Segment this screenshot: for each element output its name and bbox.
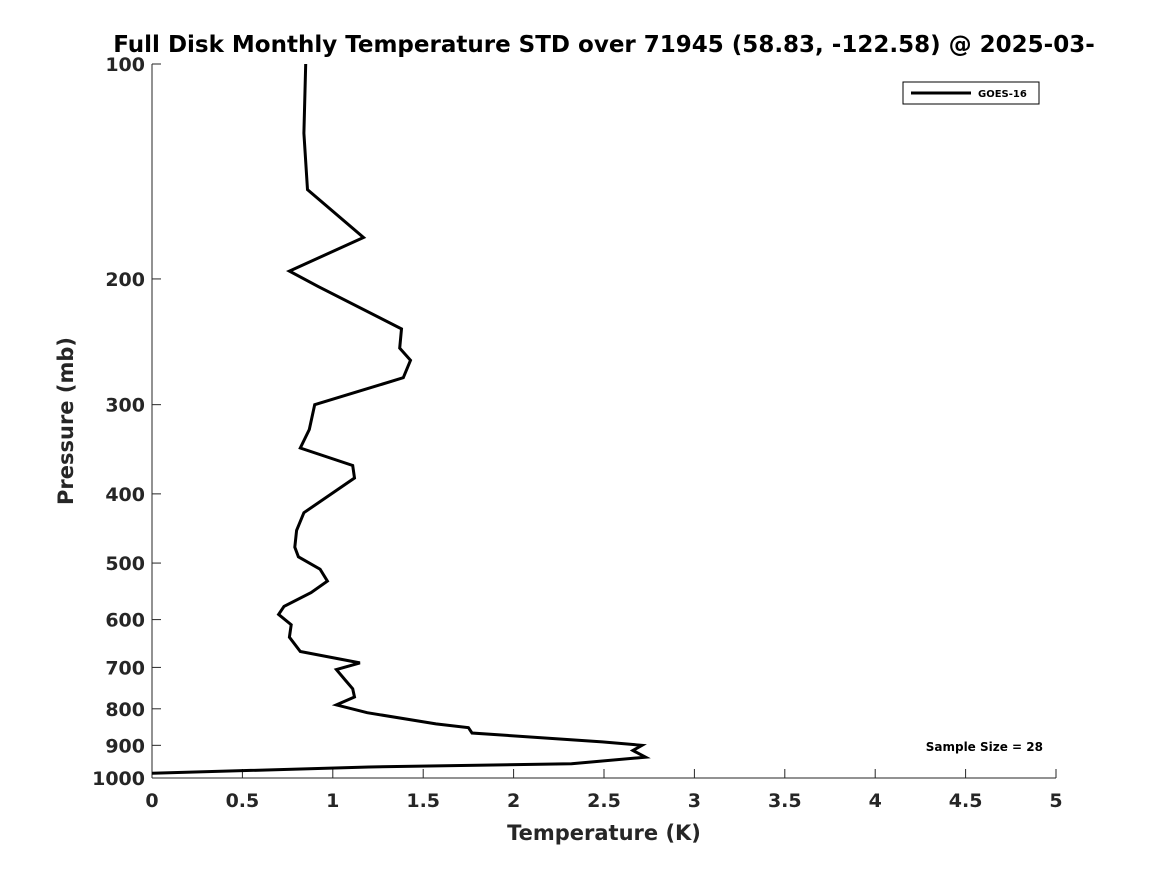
y-tick-label: 800: [105, 699, 145, 721]
y-tick-label: 400: [105, 484, 145, 506]
legend-entry-goes-16: GOES-16: [978, 89, 1027, 100]
y-tick-label: 300: [105, 395, 145, 417]
x-tick-label: 3: [688, 790, 701, 812]
series-line-goes-16: [151, 63, 651, 775]
sample-size-annotation: Sample Size = 28: [926, 740, 1043, 754]
x-tick-label: 4.5: [949, 790, 983, 812]
y-tick-label: 600: [105, 610, 145, 632]
x-tick-label: 4: [869, 790, 882, 812]
y-tick-label: 1000: [92, 768, 145, 790]
y-axis-label: Pressure (mb): [54, 337, 78, 505]
y-tick-label: 200: [105, 269, 145, 291]
x-tick-label: 3.5: [768, 790, 802, 812]
y-tick-label: 900: [105, 735, 145, 757]
x-tick-label: 2: [507, 790, 520, 812]
x-tick-label: 1: [326, 790, 339, 812]
x-tick-label: 5: [1049, 790, 1062, 812]
y-tick-label: 500: [105, 553, 145, 575]
axes: [151, 64, 1056, 779]
y-axis-ticks: 100 200 300 400 500 600 700 800 900 1000: [92, 54, 161, 790]
x-tick-label: 1.5: [406, 790, 440, 812]
x-tick-label: 0.5: [226, 790, 260, 812]
y-tick-label: 100: [105, 54, 145, 76]
x-tick-label: 0: [145, 790, 158, 812]
legend: GOES-16: [902, 81, 1040, 105]
x-tick-label: 2.5: [587, 790, 621, 812]
y-tick-label: 700: [105, 657, 145, 679]
chart-title: Full Disk Monthly Temperature STD over 7…: [113, 32, 1095, 58]
x-axis-label: Temperature (K): [507, 821, 701, 845]
x-axis-ticks: 0 0.5 1 1.5 2 2.5 3 3.5 4 4.5 5: [145, 769, 1063, 812]
